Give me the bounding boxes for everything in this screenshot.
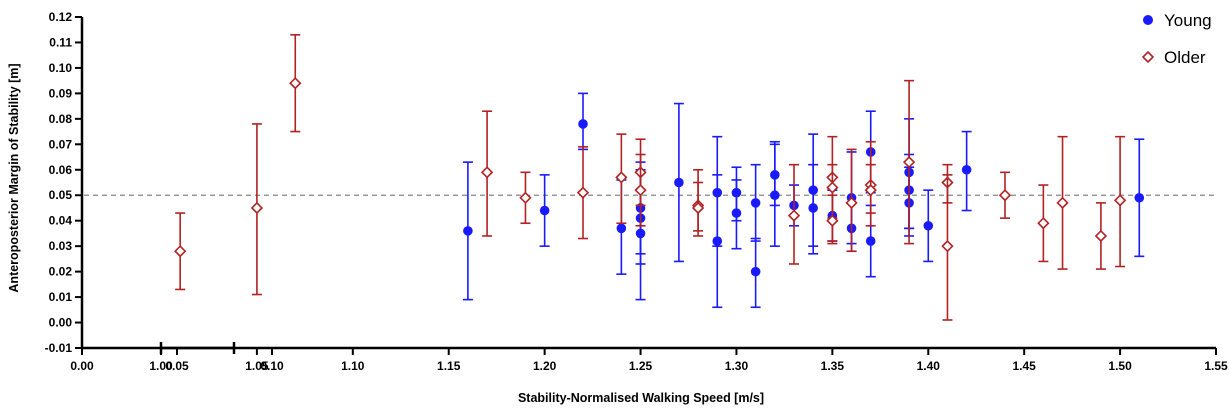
data-point-older bbox=[615, 171, 628, 184]
data-point-older bbox=[998, 189, 1012, 202]
legend-marker-young bbox=[1143, 15, 1153, 25]
x-tick-label: 1.10 bbox=[341, 359, 365, 373]
legend: Young Older bbox=[1141, 11, 1212, 67]
x-tick-label: 1.00 bbox=[149, 359, 173, 373]
x-tick-label: 0.00 bbox=[70, 359, 94, 373]
data-point-older bbox=[1056, 196, 1069, 210]
data-point-young bbox=[635, 228, 646, 239]
x-axis-title: Stability-Normalised Walking Speed [m/s] bbox=[518, 391, 764, 405]
data-point-older bbox=[634, 184, 647, 197]
data-point-older bbox=[519, 191, 532, 204]
data-point-young bbox=[463, 226, 473, 236]
x-tick-label: 1.15 bbox=[437, 359, 461, 373]
y-tick-label: 0.09 bbox=[49, 86, 73, 100]
data-point-young bbox=[923, 220, 934, 231]
y-tick-label: 0.01 bbox=[49, 290, 73, 304]
data-point-older bbox=[1037, 217, 1050, 230]
y-tick-label: 0.05 bbox=[49, 188, 73, 202]
x-tick-label: 1.40 bbox=[917, 359, 941, 373]
data-point-young bbox=[865, 236, 876, 246]
x-tick-label: 1.20 bbox=[533, 359, 557, 373]
y-tick-label: 0.12 bbox=[49, 10, 73, 24]
x-tick-label: 1.55 bbox=[1204, 359, 1228, 373]
data-point-young bbox=[712, 236, 723, 246]
data-point-young bbox=[1134, 192, 1145, 203]
data-point-older bbox=[845, 196, 858, 210]
data-point-young bbox=[674, 177, 684, 188]
data-point-older bbox=[826, 181, 839, 194]
data-point-young bbox=[578, 119, 588, 129]
marks-layer bbox=[174, 34, 1145, 321]
data-point-young bbox=[770, 190, 780, 201]
data-point-young bbox=[731, 208, 742, 218]
data-point-older bbox=[864, 184, 877, 197]
data-point-young bbox=[750, 198, 761, 208]
y-tick-label: 0.00 bbox=[49, 316, 73, 330]
data-point-older bbox=[1113, 194, 1127, 207]
y-tick-label: -0.01 bbox=[45, 341, 73, 355]
y-tick-label: 0.08 bbox=[49, 112, 73, 126]
data-point-older bbox=[174, 245, 187, 258]
x-tick-label: 0.10 bbox=[260, 359, 284, 373]
data-point-older bbox=[289, 77, 302, 90]
data-point-young bbox=[616, 223, 627, 234]
data-point-young bbox=[808, 203, 818, 213]
x-tick-label: 1.30 bbox=[725, 359, 749, 373]
data-point-older bbox=[480, 166, 494, 179]
x-tick-label: 1.25 bbox=[629, 359, 653, 373]
y-tick-label: 0.11 bbox=[49, 35, 72, 49]
legend-label: Young bbox=[1164, 11, 1212, 30]
data-point-older bbox=[787, 209, 801, 222]
legend-label: Older bbox=[1164, 48, 1206, 67]
data-point-older bbox=[250, 201, 264, 215]
y-axis-title: Anteroposterior Margin of Stability [m] bbox=[7, 63, 21, 292]
y-tick-label: 0.06 bbox=[49, 163, 73, 177]
x-tick-label: 1.05 bbox=[245, 359, 269, 373]
y-tick-label: 0.04 bbox=[49, 214, 73, 228]
data-point-older bbox=[576, 186, 590, 199]
y-tick-label: 0.10 bbox=[49, 61, 73, 75]
data-point-older bbox=[902, 155, 916, 169]
y-tick-label: 0.02 bbox=[49, 265, 73, 279]
legend-marker-older bbox=[1141, 50, 1155, 64]
x-tick-label: 1.45 bbox=[1013, 359, 1037, 373]
data-point-young bbox=[539, 205, 550, 216]
y-tick-label: 0.07 bbox=[49, 137, 73, 151]
data-point-older bbox=[1094, 229, 1108, 243]
data-point-older bbox=[941, 240, 954, 253]
data-point-young bbox=[750, 266, 761, 277]
x-tick-label: 1.50 bbox=[1108, 359, 1132, 373]
data-point-older bbox=[691, 201, 705, 215]
axes-layer: -0.01 0.00 0.01 0.02 0.03 0.04 0.05 0.06 0.07 0.0… bbox=[45, 10, 1228, 373]
data-point-young bbox=[961, 164, 972, 175]
x-tick-label: 0.05 bbox=[165, 359, 189, 373]
x-tick-label: 1.35 bbox=[821, 359, 845, 373]
data-point-older bbox=[826, 214, 839, 227]
y-tick-label: 0.03 bbox=[49, 239, 73, 253]
